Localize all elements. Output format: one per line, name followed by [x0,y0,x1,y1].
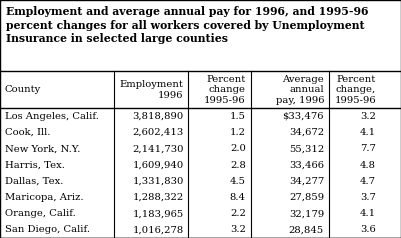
Text: Employment and average annual pay for 1996, and 1995-96
percent changes for all : Employment and average annual pay for 19… [6,6,369,44]
Text: 8.4: 8.4 [230,193,246,202]
Text: 34,277: 34,277 [289,177,324,186]
Text: 3.6: 3.6 [360,225,376,234]
Text: Dallas, Tex.: Dallas, Tex. [5,177,63,186]
Text: 2.0: 2.0 [230,144,246,153]
Text: 3.2: 3.2 [360,112,376,121]
Text: 1,288,322: 1,288,322 [132,193,184,202]
Text: 7.7: 7.7 [360,144,376,153]
Text: Percent
change
1995-96: Percent change 1995-96 [204,75,246,105]
Text: 32,179: 32,179 [289,209,324,218]
Text: 2.2: 2.2 [230,209,246,218]
Text: 27,859: 27,859 [289,193,324,202]
Text: 2,602,413: 2,602,413 [132,128,184,137]
Text: Orange, Calif.: Orange, Calif. [5,209,75,218]
Text: Maricopa, Ariz.: Maricopa, Ariz. [5,193,83,202]
Text: Cook, Ill.: Cook, Ill. [5,128,50,137]
Text: 1,609,940: 1,609,940 [132,161,184,169]
Text: 4.8: 4.8 [360,161,376,169]
Text: Percent
change,
1995-96: Percent change, 1995-96 [334,75,376,105]
Text: 34,672: 34,672 [289,128,324,137]
Text: Los Angeles, Calif.: Los Angeles, Calif. [5,112,99,121]
Text: 4.1: 4.1 [360,209,376,218]
Text: $33,476: $33,476 [283,112,324,121]
Text: 1,183,965: 1,183,965 [132,209,184,218]
Text: New York, N.Y.: New York, N.Y. [5,144,80,153]
Text: 2.8: 2.8 [230,161,246,169]
Text: 4.1: 4.1 [360,128,376,137]
Text: San Diego, Calif.: San Diego, Calif. [5,225,90,234]
Text: Average
annual
pay, 1996: Average annual pay, 1996 [275,75,324,105]
Text: 3.7: 3.7 [360,193,376,202]
Text: 3.2: 3.2 [230,225,246,234]
Text: 4.7: 4.7 [360,177,376,186]
Text: 1,331,830: 1,331,830 [132,177,184,186]
Text: 33,466: 33,466 [289,161,324,169]
Text: County: County [5,85,41,94]
Text: 1.2: 1.2 [230,128,246,137]
Text: Employment
1996: Employment 1996 [120,80,184,99]
Text: 2,141,730: 2,141,730 [132,144,184,153]
Text: 28,845: 28,845 [289,225,324,234]
Text: 55,312: 55,312 [289,144,324,153]
Text: 1.5: 1.5 [230,112,246,121]
Text: 3,818,890: 3,818,890 [132,112,184,121]
Text: Harris, Tex.: Harris, Tex. [5,161,65,169]
Text: 4.5: 4.5 [230,177,246,186]
Text: 1,016,278: 1,016,278 [132,225,184,234]
